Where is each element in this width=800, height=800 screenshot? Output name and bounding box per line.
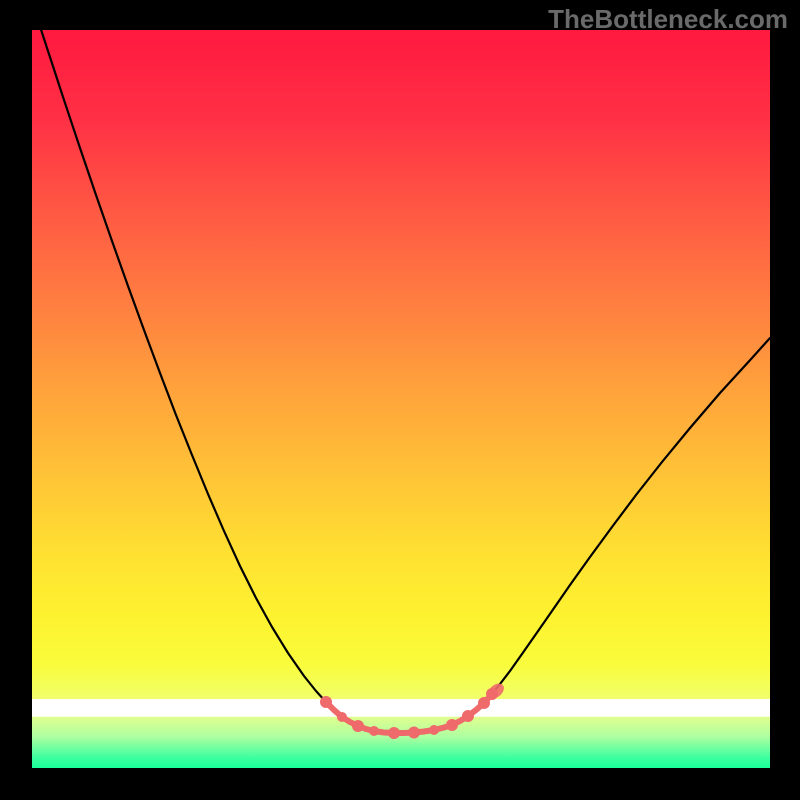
marker-dot <box>408 727 420 739</box>
marker-dot <box>369 726 379 736</box>
gradient-background <box>32 30 770 768</box>
marker-dot <box>352 720 364 732</box>
marker-dot <box>478 697 490 709</box>
plot-area <box>32 30 770 768</box>
marker-dot <box>446 719 458 731</box>
watermark-text: TheBottleneck.com <box>548 4 788 35</box>
chart-container: TheBottleneck.com <box>0 0 800 800</box>
marker-dot <box>462 710 474 722</box>
marker-dot <box>320 696 332 708</box>
marker-dot <box>388 727 400 739</box>
marker-dot <box>429 725 439 735</box>
marker-dot <box>337 712 347 722</box>
